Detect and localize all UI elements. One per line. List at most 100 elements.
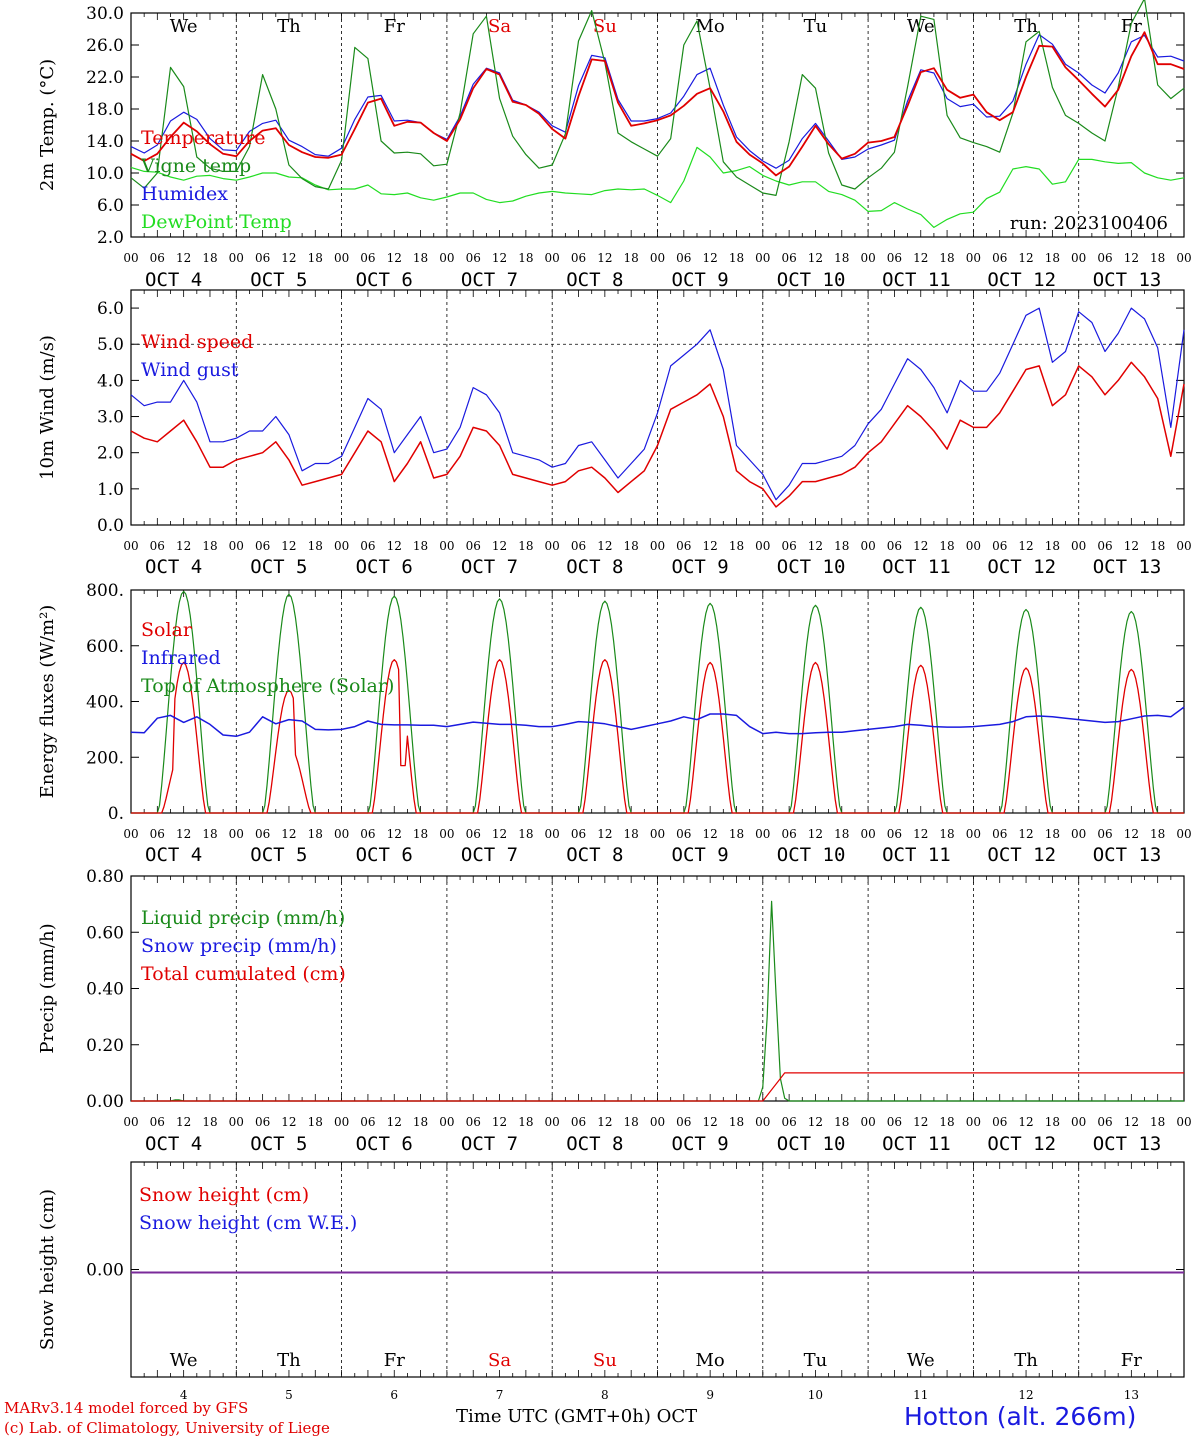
hour-tick-label: 00 <box>545 251 560 265</box>
hour-tick-label: 06 <box>887 827 902 841</box>
hour-tick-label: 00 <box>1176 539 1191 553</box>
hour-tick-label: 06 <box>150 1115 165 1129</box>
y-tick-label: 18.0 <box>86 100 124 120</box>
hour-tick-label: 00 <box>1071 251 1086 265</box>
hour-tick-label: 00 <box>860 1115 875 1129</box>
series-line <box>131 1072 1184 1102</box>
hour-tick-label: 06 <box>360 539 375 553</box>
y-tick-label: 200. <box>86 748 124 768</box>
weekday-label: Su <box>593 16 617 37</box>
y-axis-title: Energy fluxes (W/m²) <box>37 605 58 799</box>
y-axis-title: 10m Wind (m/s) <box>37 335 58 480</box>
weekday-label: We <box>170 1350 198 1371</box>
panel-4: 0.00 0.20 0.40 0.60 0.80 Precip (mm/h) Liquid … <box>37 867 1185 1112</box>
legend-entry: Snow precip (mm/h) <box>141 935 337 957</box>
hour-tick-label: 18 <box>729 1115 744 1129</box>
hour-tick-label: 06 <box>992 251 1007 265</box>
hour-tick-label: 06 <box>781 539 796 553</box>
hour-tick-label: 18 <box>834 539 849 553</box>
hour-tick-label: 12 <box>1124 539 1139 553</box>
date-label: OCT 8 <box>566 556 623 578</box>
hour-tick-label: 06 <box>781 251 796 265</box>
legend-entry: Vigne temp <box>140 155 251 177</box>
day-number: 11 <box>913 1388 928 1402</box>
hour-tick-label: 12 <box>492 1115 507 1129</box>
hour-tick-label: 18 <box>939 1115 954 1129</box>
date-label: OCT 10 <box>777 844 846 866</box>
legend-entry: Infrared <box>141 647 221 669</box>
y-tick-label: 10.0 <box>86 164 124 184</box>
hour-tick-label: 06 <box>676 251 691 265</box>
hour-tick-label: 00 <box>123 1115 138 1129</box>
hour-tick-label: 06 <box>887 1115 902 1129</box>
y-tick-label: 30.0 <box>86 4 124 24</box>
weekday-label: Th <box>277 1350 301 1371</box>
date-label: OCT 9 <box>672 269 729 291</box>
hour-tick-label: 06 <box>571 827 586 841</box>
y-tick-label: 26.0 <box>86 36 124 56</box>
hour-tick-label: 06 <box>1097 827 1112 841</box>
hour-tick-label: 00 <box>860 251 875 265</box>
y-tick-label: 800. <box>86 581 124 601</box>
date-label: OCT 4 <box>145 556 202 578</box>
legend-entry: Snow height (cm W.E.) <box>139 1212 357 1234</box>
hour-tick-labels-2: 00 06 12 18 00 06 12 18 00 06 12 18 00 06 12 18 00 06 12 18… <box>123 539 1191 553</box>
weekday-label: Sa <box>488 1350 511 1371</box>
hour-tick-labels-1: 00 06 12 18 00 06 12 18 00 06 12 18 00 06 12 18 00 06 12 18… <box>123 251 1191 265</box>
date-label: OCT 6 <box>356 844 413 866</box>
hour-tick-label: 12 <box>387 251 402 265</box>
hour-tick-label: 12 <box>703 539 718 553</box>
hour-tick-label: 00 <box>755 827 770 841</box>
hour-tick-label: 00 <box>439 539 454 553</box>
panel-5: 0.00 Snow height (cm) Snow height (cm) Snow… <box>37 1161 1185 1378</box>
weekday-label: Fr <box>1121 16 1142 37</box>
hour-tick-label: 00 <box>545 539 560 553</box>
date-label: OCT 9 <box>672 844 729 866</box>
hour-tick-label: 18 <box>939 251 954 265</box>
hour-tick-label: 00 <box>966 827 981 841</box>
hour-tick-label: 00 <box>1071 1115 1086 1129</box>
hour-tick-label: 12 <box>492 827 507 841</box>
hour-tick-label: 18 <box>518 539 533 553</box>
hour-tick-label: 12 <box>281 827 296 841</box>
hour-tick-label: 18 <box>729 539 744 553</box>
date-label: OCT 4 <box>145 1133 202 1155</box>
hour-tick-label: 06 <box>255 827 270 841</box>
date-label: OCT 12 <box>987 269 1056 291</box>
panel-3: 0. 200. 400. 600. 800. Energy fluxes (W/m²) So… <box>37 581 1185 824</box>
hour-tick-label: 12 <box>703 1115 718 1129</box>
hour-tick-label: 12 <box>1018 827 1033 841</box>
hour-tick-label: 12 <box>492 251 507 265</box>
hour-tick-label: 00 <box>123 827 138 841</box>
series-line <box>130 31 1185 177</box>
date-label: OCT 13 <box>1093 844 1162 866</box>
hour-tick-label: 12 <box>176 251 191 265</box>
hour-tick-label: 12 <box>913 1115 928 1129</box>
panel-frame <box>130 589 1185 814</box>
hour-tick-label: 00 <box>229 1115 244 1129</box>
date-labels-4: OCT 4 OCT 5 OCT 6 OCT 7 OCT 8 OCT 9 OCT 10 OCT … <box>145 1133 1161 1155</box>
hour-tick-label: 12 <box>1124 827 1139 841</box>
weekday-label: Fr <box>384 1350 405 1371</box>
hour-tick-label: 18 <box>834 827 849 841</box>
hour-tick-label: 06 <box>255 251 270 265</box>
series-line <box>131 659 1184 814</box>
date-label: OCT 13 <box>1093 269 1162 291</box>
hour-tick-label: 18 <box>834 1115 849 1129</box>
hour-tick-label: 06 <box>992 1115 1007 1129</box>
date-label: OCT 7 <box>461 1133 518 1155</box>
hour-tick-label: 00 <box>650 1115 665 1129</box>
hour-tick-label: 12 <box>597 251 612 265</box>
legend-entry: Humidex <box>141 183 228 205</box>
weekday-label: Th <box>277 16 301 37</box>
hour-tick-label: 18 <box>413 827 428 841</box>
hour-tick-label: 18 <box>202 827 217 841</box>
hour-tick-label: 00 <box>229 251 244 265</box>
date-label: OCT 10 <box>777 556 846 578</box>
hour-tick-label: 18 <box>624 539 639 553</box>
hour-tick-label: 18 <box>729 251 744 265</box>
hour-tick-label: 00 <box>439 1115 454 1129</box>
hour-tick-label: 00 <box>755 251 770 265</box>
hour-tick-label: 18 <box>202 539 217 553</box>
